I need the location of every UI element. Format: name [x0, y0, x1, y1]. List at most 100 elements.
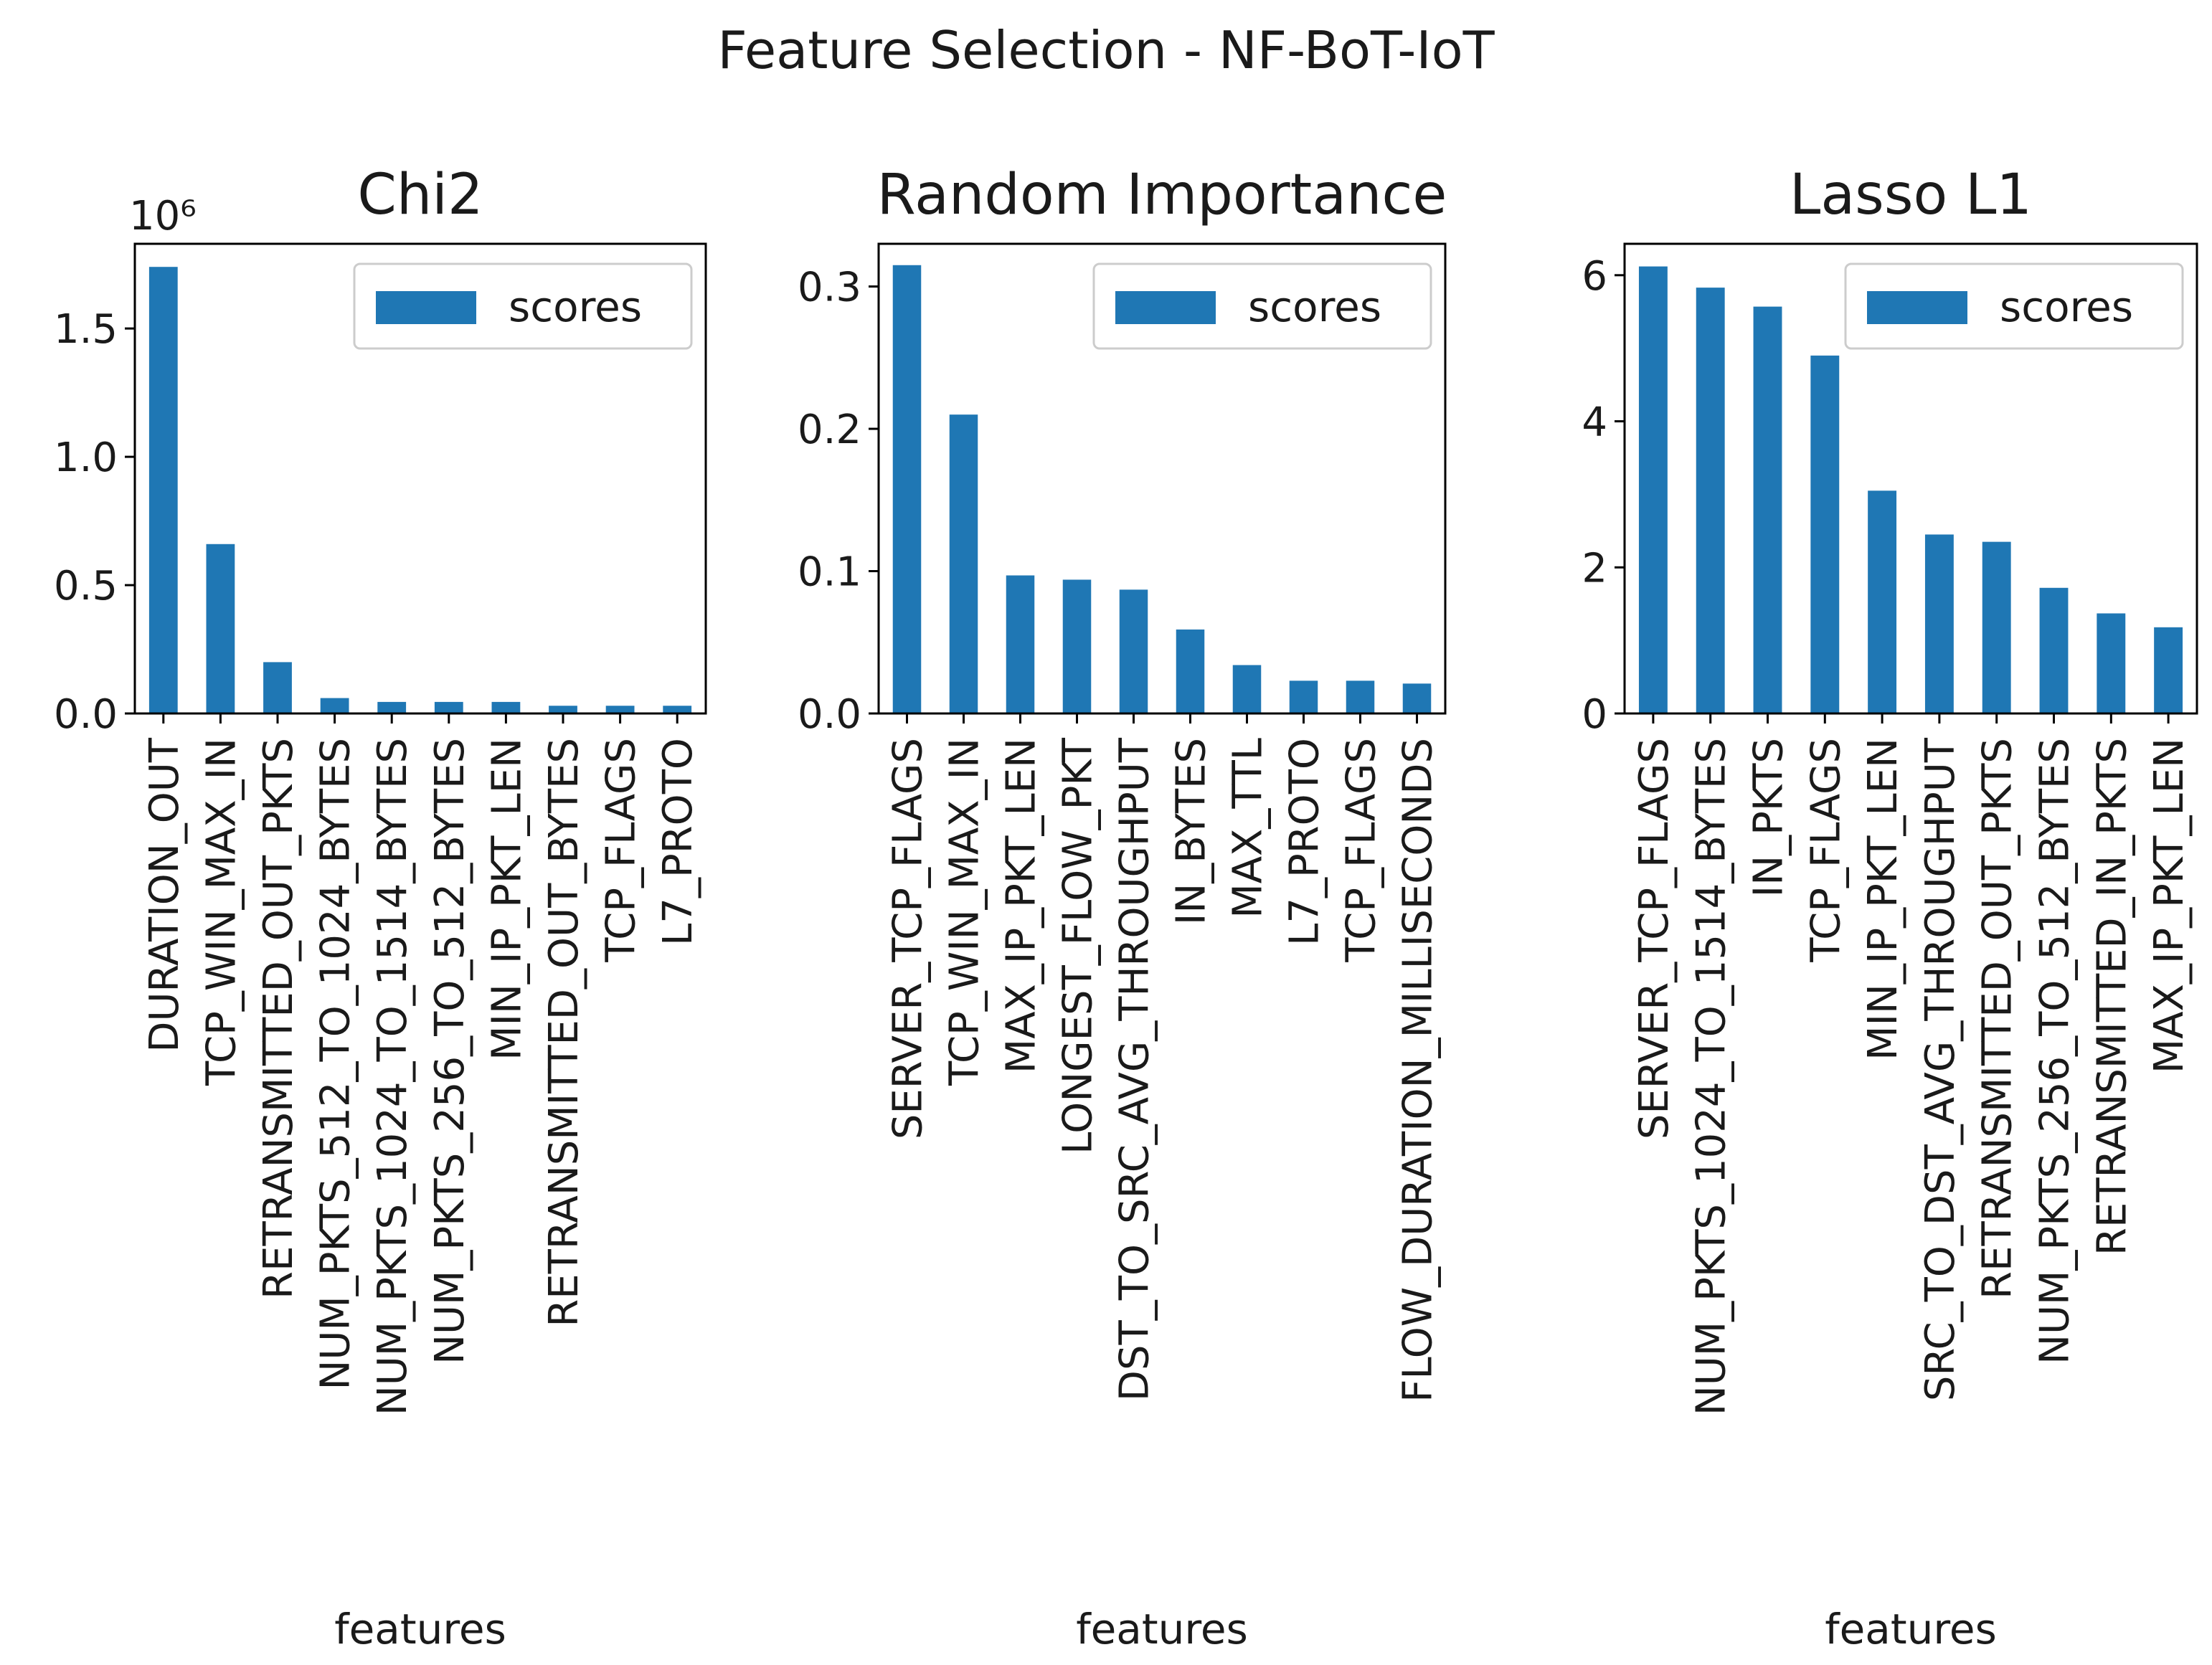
x-tick-label: MIN_IP_PKT_LEN	[1860, 738, 1906, 1061]
bar-tcp-flags	[605, 706, 635, 713]
legend-label: scores	[509, 283, 642, 331]
x-tick-label: MAX_TTL	[1225, 738, 1272, 919]
bar-in-pkts	[1753, 306, 1782, 713]
y-axis: 0.0 0.5 1.0 1.5	[54, 306, 135, 738]
x-tick-label: L7_PROTO	[655, 738, 701, 946]
x-axis: SERVER_TCP_FLAGS TCP_WIN_MAX_IN MAX_IP_PKT…	[885, 713, 1442, 1403]
bar-flow-duration-milliseconds	[1402, 683, 1432, 713]
x-tick-label: RETRANSMITTED_OUT_PKTS	[255, 738, 302, 1299]
bar-dst-to-src-avg-throughput	[1119, 589, 1148, 713]
x-tick-label: RETRANSMITTED_OUT_BYTES	[541, 738, 587, 1327]
subplot-title: Random Importance	[877, 163, 1447, 227]
x-tick-label: NUM_PKTS_256_TO_512_BYTES	[2032, 738, 2079, 1365]
x-axis: DURATION_OUT TCP_WIN_MAX_IN RETRANSMITTED_…	[141, 713, 701, 1415]
x-tick-label: IN_BYTES	[1168, 738, 1215, 925]
bar-l7-proto	[1289, 680, 1318, 713]
y-offset-label: 10⁶	[129, 193, 197, 239]
x-tick-label: TCP_WIN_MAX_IN	[198, 738, 245, 1086]
y-tick-label: 1.5	[54, 306, 118, 353]
x-tick-label: RETRANSMITTED_IN_PKTS	[2089, 738, 2135, 1256]
axes-frame	[133, 242, 707, 715]
bar-num-pkts-256-to-512-bytes	[434, 701, 463, 713]
y-axis: 0 2 4 6	[1582, 253, 1625, 738]
legend-swatch	[376, 291, 476, 324]
x-tick-label: FLOW_DURATION_MILLISECONDS	[1395, 738, 1442, 1403]
legend-box	[353, 262, 693, 350]
x-tick-label: DURATION_OUT	[141, 737, 188, 1052]
x-axis-label: features	[334, 1605, 506, 1654]
x-tick-label: MAX_IP_PKT_LEN	[2146, 738, 2193, 1073]
x-tick-label: SRC_TO_DST_AVG_THROUGHPUT	[1917, 737, 1964, 1401]
legend-swatch	[1867, 291, 1967, 324]
bar-in-bytes	[1176, 629, 1205, 713]
bar-num-pkts-1024-to-1514-bytes	[377, 701, 407, 713]
y-tick-label: 6	[1582, 253, 1607, 300]
y-tick-label: 0.0	[798, 691, 861, 738]
x-tick-label: NUM_PKTS_1024_TO_1514_BYTES	[1688, 738, 1735, 1415]
bar-server-tcp-flags	[1638, 266, 1668, 713]
x-tick-label: LONGEST_FLOW_PKT	[1055, 737, 1102, 1154]
bar-tcp-flags	[1810, 355, 1840, 713]
x-tick-label: SERVER_TCP_FLAGS	[1631, 738, 1678, 1139]
bar-retransmitted-out-pkts	[1982, 541, 2011, 713]
x-tick-label: L7_PROTO	[1282, 738, 1328, 946]
x-axis-label: features	[1825, 1605, 1997, 1654]
bar-max-ttl	[1232, 665, 1262, 713]
y-tick-label: 4	[1582, 399, 1607, 446]
y-tick-label: 0.2	[798, 407, 861, 453]
bar-retransmitted-in-pkts	[2097, 613, 2126, 713]
subplot-title: Chi2	[357, 163, 483, 227]
y-tick-label: 0	[1582, 691, 1607, 738]
bar-num-pkts-512-to-1024-bytes	[320, 698, 349, 713]
legend-label: scores	[2000, 283, 2133, 331]
legend: scores	[353, 262, 693, 350]
x-tick-label: TCP_FLAGS	[1802, 738, 1849, 963]
legend: scores	[1844, 262, 2184, 350]
bar-tcp-win-max-in	[206, 544, 235, 713]
y-tick-label: 0.5	[54, 563, 118, 609]
bar-max-ip-pkt-len	[1006, 575, 1035, 713]
y-tick-label: 1.0	[54, 435, 118, 481]
subplot-1: Chi2 10⁶ 0.0 0.5 1.0 1.5 DURATION_OUT TCP_WIN_M…	[54, 163, 707, 1654]
legend-box	[1092, 262, 1432, 350]
x-tick-label: SERVER_TCP_FLAGS	[885, 738, 932, 1139]
figure-title: Feature Selection - NF-BoT-IoT	[717, 20, 1495, 80]
bar-num-pkts-256-to-512-bytes	[2039, 587, 2069, 713]
bar-tcp-win-max-in	[949, 414, 978, 713]
subplot-3: Lasso L1 0 2 4 6 SERVER_TCP_FLAGS NUM_PKTS_102…	[1582, 163, 2198, 1654]
x-tick-label: TCP_FLAGS	[598, 738, 645, 963]
bar-server-tcp-flags	[892, 265, 922, 714]
x-tick-label: IN_PKTS	[1746, 738, 1792, 897]
x-axis-label: features	[1076, 1605, 1248, 1654]
bar-duration-out	[148, 267, 178, 713]
y-tick-label: 0.1	[798, 549, 861, 596]
bars	[892, 265, 1432, 714]
legend-label: scores	[1248, 283, 1381, 331]
bar-num-pkts-1024-to-1514-bytes	[1696, 288, 1725, 713]
x-tick-label: MIN_IP_PKT_LEN	[483, 738, 530, 1061]
legend: scores	[1092, 262, 1432, 350]
y-tick-label: 0.0	[54, 691, 118, 738]
x-axis: SERVER_TCP_FLAGS NUM_PKTS_1024_TO_1514_BY…	[1631, 713, 2193, 1415]
bars	[1638, 266, 2183, 713]
y-tick-label: 2	[1582, 545, 1607, 592]
x-tick-label: NUM_PKTS_512_TO_1024_BYTES	[313, 738, 359, 1390]
legend-swatch	[1115, 291, 1216, 324]
subplot-2: Random Importance 0.0 0.1 0.2 0.3 SERVER_TCP_…	[798, 163, 1447, 1654]
bars	[148, 267, 692, 713]
bar-min-ip-pkt-len	[491, 701, 521, 713]
axes-frame	[877, 242, 1447, 715]
x-tick-label: NUM_PKTS_256_TO_512_BYTES	[427, 738, 473, 1365]
x-tick-label: NUM_PKTS_1024_TO_1514_BYTES	[369, 738, 416, 1415]
bar-l7-proto	[663, 706, 692, 713]
bar-longest-flow-pkt	[1062, 579, 1092, 713]
y-axis: 0.0 0.1 0.2 0.3	[798, 265, 879, 738]
bar-max-ip-pkt-len	[2154, 627, 2183, 713]
subplots: Chi2 10⁶ 0.0 0.5 1.0 1.5 DURATION_OUT TCP_WIN_M…	[54, 163, 2198, 1654]
x-tick-label: MAX_IP_PKT_LEN	[998, 738, 1045, 1073]
x-tick-label: RETRANSMITTED_OUT_PKTS	[1975, 738, 2021, 1299]
subplot-title: Lasso L1	[1790, 163, 2032, 227]
bar-tcp-flags	[1346, 680, 1375, 713]
legend-box	[1844, 262, 2184, 350]
